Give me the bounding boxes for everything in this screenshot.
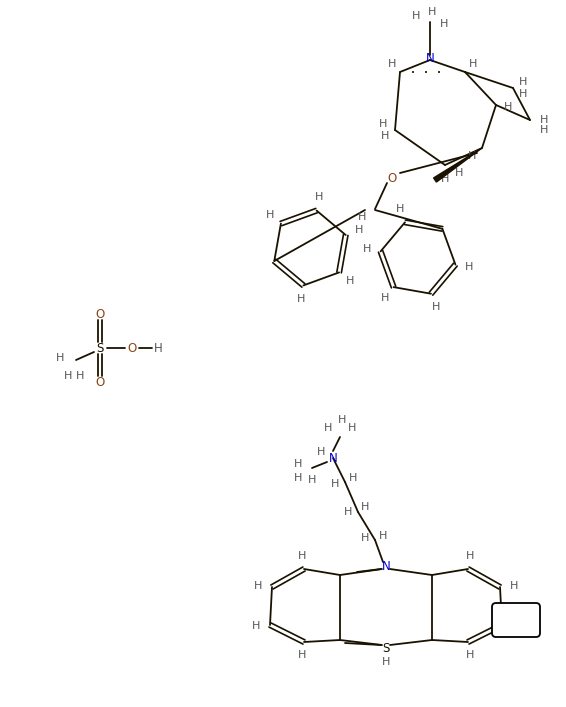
Text: H: H <box>349 473 357 483</box>
Text: H: H <box>56 353 64 363</box>
Text: H: H <box>379 119 387 129</box>
Text: H: H <box>338 415 346 425</box>
Text: H: H <box>252 621 260 631</box>
Text: H: H <box>344 507 352 517</box>
Text: O: O <box>96 375 105 389</box>
Text: H: H <box>469 59 477 69</box>
Text: H: H <box>382 657 390 667</box>
Text: H: H <box>266 209 275 220</box>
Text: H: H <box>381 131 389 141</box>
Text: H: H <box>358 212 366 222</box>
Text: S: S <box>96 341 104 354</box>
FancyBboxPatch shape <box>492 603 540 637</box>
Text: H: H <box>504 102 512 112</box>
Text: H: H <box>465 262 473 272</box>
Text: H: H <box>355 226 363 235</box>
Text: H: H <box>308 475 316 485</box>
Text: N: N <box>381 559 391 573</box>
Text: O: O <box>96 308 105 320</box>
Text: H: H <box>379 531 387 541</box>
Text: H: H <box>540 125 548 135</box>
Text: H: H <box>64 371 72 381</box>
Text: H: H <box>466 551 474 561</box>
Text: H: H <box>346 276 354 286</box>
Text: H: H <box>455 168 463 178</box>
Text: H: H <box>412 11 420 21</box>
Text: H: H <box>441 174 449 184</box>
Polygon shape <box>434 148 482 182</box>
Text: H: H <box>510 581 518 591</box>
Text: H: H <box>153 341 162 354</box>
Text: N: N <box>426 52 434 64</box>
Text: H: H <box>380 293 389 303</box>
Text: H: H <box>317 447 325 457</box>
Text: H: H <box>466 650 474 660</box>
Text: H: H <box>315 192 323 201</box>
Text: H: H <box>298 650 306 660</box>
Text: Abs: Abs <box>505 614 527 626</box>
Text: H: H <box>519 89 527 99</box>
Text: H: H <box>440 19 448 29</box>
Text: H: H <box>428 7 436 17</box>
Text: H: H <box>331 479 339 489</box>
Text: H: H <box>254 581 262 591</box>
Text: S: S <box>382 641 389 655</box>
Text: H: H <box>363 244 371 254</box>
Text: H: H <box>396 204 404 214</box>
Text: H: H <box>298 551 306 561</box>
Text: H: H <box>432 302 440 312</box>
Text: O: O <box>127 341 136 354</box>
Text: H: H <box>361 533 369 543</box>
Text: H: H <box>540 115 548 125</box>
Text: H: H <box>348 423 356 433</box>
Text: H: H <box>388 59 396 69</box>
Text: H: H <box>76 371 84 381</box>
Text: H: H <box>297 294 305 304</box>
Text: H: H <box>324 423 332 433</box>
Text: H: H <box>361 502 369 512</box>
Text: H: H <box>519 77 527 87</box>
Text: H: H <box>468 151 476 161</box>
Text: O: O <box>387 172 397 185</box>
Text: H: H <box>294 459 302 469</box>
Text: H: H <box>294 473 302 483</box>
Text: N: N <box>329 452 337 464</box>
